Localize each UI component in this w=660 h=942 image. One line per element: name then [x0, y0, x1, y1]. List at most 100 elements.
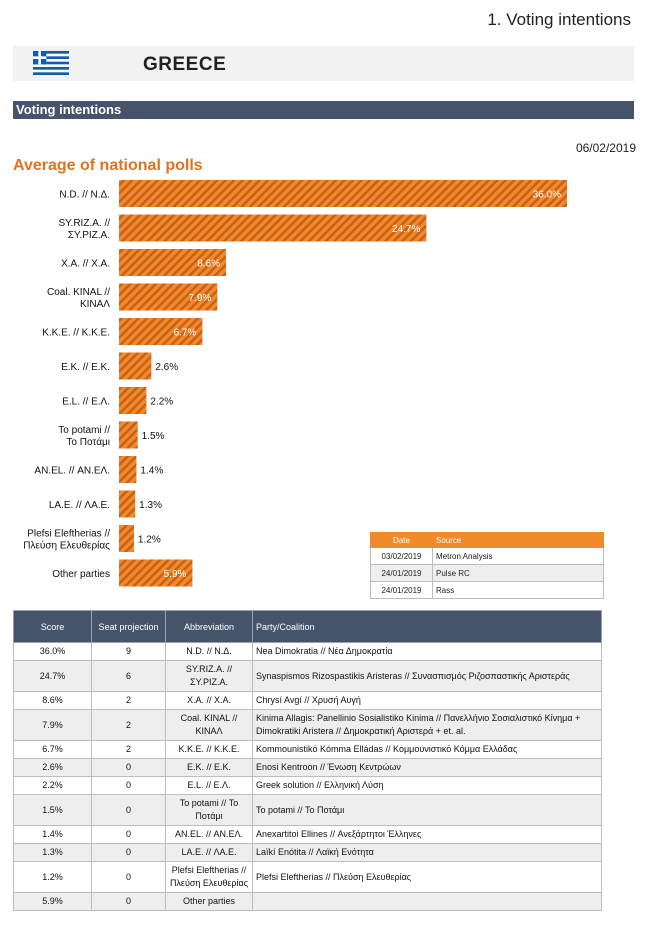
source-row: 03/02/2019 Metron Analysis [370, 547, 604, 565]
seat-cell: 0 [91, 843, 166, 862]
category-label: K.K.E. // Κ.Κ.Ε. [42, 328, 110, 339]
section-title: Voting intentions [13, 101, 634, 119]
abbreviation-cell: X.A. // Χ.Α. [165, 691, 253, 710]
category-label: E.K. // Ε.Κ. [61, 362, 110, 373]
score-cell: 7.9% [13, 709, 92, 741]
bar [119, 525, 134, 552]
source-row: 24/01/2019 Pulse RC [370, 564, 604, 582]
score-cell: 2.6% [13, 758, 92, 777]
bar [119, 249, 227, 276]
bar [119, 387, 147, 414]
abbreviation-cell: LA.E. // ΛΑ.Ε. [165, 843, 253, 862]
category-label: To potami //Το Ποτάμι [58, 425, 110, 448]
table-row: 1.2% 0 Plefsi Eleftherias // Πλεύση Ελευθε… [13, 861, 602, 893]
bar-value-label: 6.7% [174, 328, 197, 339]
sources-header-source: Source [432, 532, 604, 548]
party-cell [252, 892, 602, 911]
party-cell: Enosi Kentroon // Ένωση Κεντρώων [252, 758, 602, 777]
header-score: Score [13, 610, 92, 643]
abbreviation-cell: N.D. // Ν.Δ. [165, 642, 253, 661]
score-cell: 6.7% [13, 740, 92, 759]
seat-cell: 0 [91, 861, 166, 893]
category-label: LA.E. // ΛΑ.Ε. [49, 500, 110, 511]
category-label: SY.RIZ.A. //ΣΥ.ΡΙΖ.Α. [59, 218, 111, 241]
seat-cell: 9 [91, 642, 166, 661]
report-date: 06/02/2019 [575, 141, 636, 155]
party-cell: Anexartitoi Ellines // Ανεξάρτητοι Έλλην… [252, 825, 602, 844]
bar-value-label: 1.4% [140, 466, 163, 477]
results-table: Score Seat projection Abbreviation Party… [13, 610, 602, 911]
source-date: 24/01/2019 [370, 564, 433, 582]
sources-header-date: Date [370, 532, 433, 548]
party-cell: Laïkí Enótita // Λαϊκή Ενότητα [252, 843, 602, 862]
greek-flag-icon [33, 51, 69, 75]
category-label: N.D. // Ν.Δ. [59, 190, 110, 201]
table-row: 1.4% 0 AN.EL. // ΑΝ.ΕΛ. Anexartitoi Ellines… [13, 825, 602, 844]
sources-table: Date Source 03/02/2019 Metron Analysis 24/… [370, 532, 604, 599]
bar [119, 180, 567, 207]
category-label: AN.EL. // ΑΝ.ΕΛ. [34, 466, 110, 477]
party-cell: Greek solution // Ελληνική Λύση [252, 776, 602, 795]
seat-cell: 6 [91, 660, 166, 692]
bar [119, 283, 218, 311]
country-header: GREECE [13, 46, 634, 81]
seat-cell: 2 [91, 740, 166, 759]
score-cell: 1.5% [13, 794, 92, 826]
score-cell: 24.7% [13, 660, 92, 692]
source-date: 24/01/2019 [370, 581, 433, 599]
country-name: GREECE [143, 54, 227, 75]
header-abbreviation: Abbreviation [165, 610, 253, 643]
abbreviation-cell: SY.RIZ.A. // ΣΥ.ΡΙΖ.Α. [165, 660, 253, 692]
party-cell: Synaspismos Rizospastikis Aristeras // Σ… [252, 660, 602, 692]
abbreviation-cell: Plefsi Eleftherias // Πλεύση Ελευθερίας [165, 861, 253, 893]
abbreviation-cell: Coal. KINAL // ΚΙΝΑΛ [165, 709, 253, 741]
category-label: Coal. KINAL //ΚΙΝΑΛ [47, 287, 110, 310]
seat-cell: 2 [91, 691, 166, 710]
table-row: 2.6% 0 E.K. // Ε.Κ. Enosi Kentroon // Ένωση… [13, 758, 602, 777]
bar [119, 214, 427, 242]
bar-value-label: 5.9% [164, 569, 187, 580]
table-row: 1.5% 0 To potami // Το Ποτάμι To potami // … [13, 794, 602, 826]
bar-value-label: 1.5% [142, 431, 165, 442]
source-name: Pulse RC [432, 564, 604, 582]
bar [119, 352, 152, 380]
table-row: 1.3% 0 LA.E. // ΛΑ.Ε. Laïkí Enótita // Λαϊκ… [13, 843, 602, 862]
party-cell: Plefsi Eleftherias // Πλεύση Ελευθερίας [252, 861, 602, 893]
bar-value-label: 2.6% [155, 362, 178, 373]
bar-value-label: 36.0% [533, 190, 561, 201]
table-row: 7.9% 2 Coal. KINAL // ΚΙΝΑΛ Kinima Allagis:… [13, 709, 602, 741]
source-row: 24/01/2019 Rass [370, 581, 604, 599]
party-cell: Kinima Allagis: Panellinio Sosialistiko … [252, 709, 602, 741]
seat-cell: 0 [91, 758, 166, 777]
source-name: Rass [432, 581, 604, 599]
bar-value-label: 1.3% [139, 500, 162, 511]
category-label: Other parties [52, 569, 110, 580]
table-row: 24.7% 6 SY.RIZ.A. // ΣΥ.ΡΙΖ.Α. Synaspismos … [13, 660, 602, 692]
abbreviation-cell: E.L. // Ε.Λ. [165, 776, 253, 795]
bar-value-label: 7.9% [189, 293, 212, 304]
source-name: Metron Analysis [432, 547, 604, 565]
party-cell: To potami // Το Ποτάμι [252, 794, 602, 826]
score-cell: 8.6% [13, 691, 92, 710]
table-row: 2.2% 0 E.L. // Ε.Λ. Greek solution // Ελλην… [13, 776, 602, 795]
abbreviation-cell: AN.EL. // ΑΝ.ΕΛ. [165, 825, 253, 844]
table-row: 6.7% 2 K.K.E. // Κ.Κ.Ε. Kommounistikó Kómma… [13, 740, 602, 759]
score-cell: 2.2% [13, 776, 92, 795]
score-cell: 36.0% [13, 642, 92, 661]
table-row: 5.9% 0 Other parties [13, 892, 602, 911]
category-label: E.L. // Ε.Λ. [62, 397, 110, 408]
category-label: Plefsi Eleftherias //Πλεύση Ελευθερίας [23, 529, 110, 552]
table-row: 8.6% 2 X.A. // Χ.Α. Chrysí Avgí // Χρυσή Αυ… [13, 691, 602, 710]
page-heading: 1. Voting intentions [487, 10, 631, 29]
bar-value-label: 1.2% [138, 535, 161, 546]
polls-bar-chart: N.D. // Ν.Δ. 36.0% SY.RIZ.A. //ΣΥ.ΡΙΖ.Α. 24… [23, 180, 567, 587]
score-cell: 1.2% [13, 861, 92, 893]
party-cell: Nea Dimokratia // Νέα Δημοκρατία [252, 642, 602, 661]
bar [119, 559, 193, 587]
seat-cell: 0 [91, 794, 166, 826]
abbreviation-cell: E.K. // Ε.Κ. [165, 758, 253, 777]
chart-title: Average of national polls [13, 157, 203, 174]
party-cell: Chrysí Avgí // Χρυσή Αυγή [252, 691, 602, 710]
abbreviation-cell: Other parties [165, 892, 253, 911]
bar [119, 490, 136, 518]
